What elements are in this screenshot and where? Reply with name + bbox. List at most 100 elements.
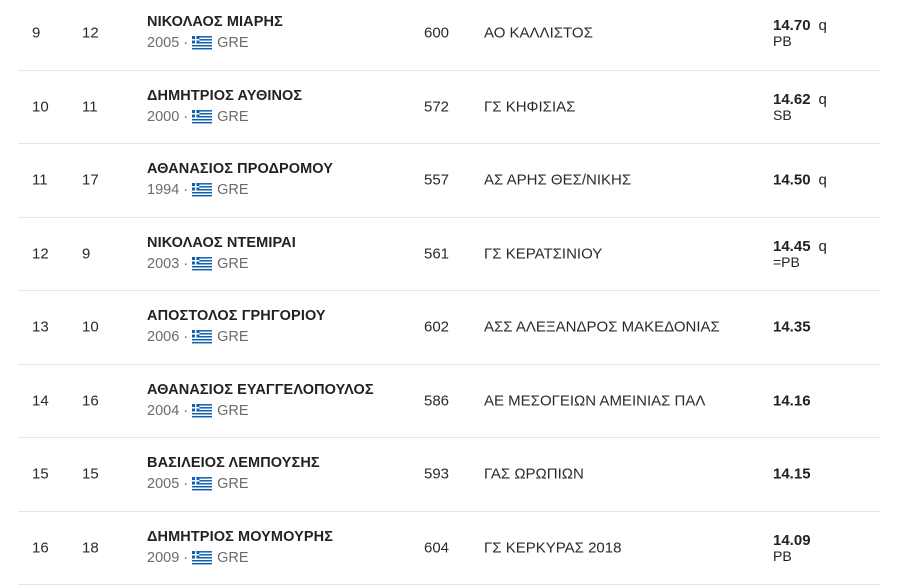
meta-separator: · <box>183 550 188 566</box>
place-cell: 11 <box>32 172 48 189</box>
birth-year: 1994 <box>147 182 179 198</box>
mark-value: 14.62 <box>773 91 811 108</box>
bib-cell: 572 <box>424 98 449 115</box>
mark-cell: 14.16 <box>773 392 819 409</box>
birth-year: 2003 <box>147 256 179 272</box>
lane-cell: 12 <box>82 25 99 42</box>
lane-cell: 10 <box>82 319 99 336</box>
mark-cell: 14.50 q <box>773 172 827 189</box>
birth-year: 2004 <box>147 403 179 419</box>
mark-cell: 14.09 PB <box>773 532 819 564</box>
mark-cell: 14.45 q =PB <box>773 238 827 270</box>
greece-flag-icon <box>192 404 212 418</box>
place-cell: 13 <box>32 319 49 336</box>
lane-cell: 16 <box>82 392 99 409</box>
lane-cell: 11 <box>82 98 98 115</box>
athlete-meta: 2009 · GRE <box>147 550 333 566</box>
bib-cell: 600 <box>424 25 449 42</box>
athlete-name[interactable]: ΑΘΑΝΑΣΙΟΣ ΕΥΑΓΓΕΛΟΠΟΥΛΟΣ <box>147 382 374 398</box>
country-code: GRE <box>217 35 248 51</box>
table-row[interactable]: 13 10 ΑΠΟΣΤΟΛΟΣ ΓΡΗΓΟΡΙΟΥ 2006 · GRE <box>18 291 880 365</box>
meta-separator: · <box>183 403 188 419</box>
mark-cell: 14.62 q SB <box>773 91 827 123</box>
greece-flag-icon <box>192 551 212 565</box>
athlete-name[interactable]: ΝΙΚΟΛΑΟΣ ΝΤΕΜΙΡΑΙ <box>147 235 296 251</box>
lane-cell: 15 <box>82 466 99 483</box>
mark-value: 14.15 <box>773 466 811 483</box>
table-row[interactable]: 16 18 ΔΗΜΗΤΡΙΟΣ ΜΟΥΜΟΥΡΗΣ 2009 · GRE <box>18 512 880 585</box>
athlete-name[interactable]: ΑΠΟΣΤΟΛΟΣ ΓΡΗΓΟΡΙΟΥ <box>147 308 326 324</box>
athlete-cell: ΔΗΜΗΤΡΙΟΣ ΑΥΘΙΝΟΣ 2000 · GRE <box>147 88 302 125</box>
mark-cell: 14.15 <box>773 466 819 483</box>
table-row[interactable]: 11 17 ΑΘΑΝΑΣΙΟΣ ΠΡΟΔΡΟΜΟΥ 1994 · GRE <box>18 144 880 218</box>
birth-year: 2005 <box>147 476 179 492</box>
mark-value: 14.35 <box>773 319 811 336</box>
athlete-meta: 2006 · GRE <box>147 329 326 345</box>
country-code: GRE <box>217 109 248 125</box>
club-cell: ΓΣ ΚΕΡΚΥΡΑΣ 2018 <box>484 539 621 556</box>
country-code: GRE <box>217 182 248 198</box>
birth-year: 2009 <box>147 550 179 566</box>
place-cell: 10 <box>32 98 49 115</box>
club-cell: ΑΟ ΚΑΛΛΙΣΤΟΣ <box>484 25 593 42</box>
greece-flag-icon <box>192 36 212 50</box>
athlete-meta: 2000 · GRE <box>147 109 302 125</box>
meta-separator: · <box>183 329 188 345</box>
greece-flag-icon <box>192 183 212 197</box>
athlete-meta: 2003 · GRE <box>147 256 296 272</box>
country-code: GRE <box>217 329 248 345</box>
bib-cell: 604 <box>424 539 449 556</box>
table-row[interactable]: 10 11 ΔΗΜΗΤΡΙΟΣ ΑΥΘΙΝΟΣ 2000 · GRE <box>18 71 880 145</box>
athlete-name[interactable]: ΝΙΚΟΛΑΟΣ ΜΙΑΡΗΣ <box>147 14 283 30</box>
meta-separator: · <box>183 35 188 51</box>
greece-flag-icon <box>192 477 212 491</box>
club-cell: ΑΕ ΜΕΣΟΓΕΙΩΝ ΑΜΕΙΝΙΑΣ ΠΑΛ <box>484 392 705 409</box>
place-cell: 16 <box>32 539 49 556</box>
club-cell: ΑΣΣ ΑΛΕΞΑΝΔΡΟΣ ΜΑΚΕΔΟΝΙΑΣ <box>484 319 720 336</box>
athlete-cell: ΔΗΜΗΤΡΙΟΣ ΜΟΥΜΟΥΡΗΣ 2009 · GRE <box>147 529 333 566</box>
results-table: 9 12 ΝΙΚΟΛΑΟΣ ΜΙΑΡΗΣ 2005 · GRE <box>18 0 880 585</box>
athlete-cell: ΑΘΑΝΑΣΙΟΣ ΕΥΑΓΓΕΛΟΠΟΥΛΟΣ 2004 · GRE <box>147 382 374 419</box>
athlete-name[interactable]: ΔΗΜΗΤΡΙΟΣ ΜΟΥΜΟΥΡΗΣ <box>147 529 333 545</box>
table-row[interactable]: 9 12 ΝΙΚΟΛΑΟΣ ΜΙΑΡΗΣ 2005 · GRE <box>18 0 880 71</box>
athlete-meta: 2004 · GRE <box>147 403 374 419</box>
table-row[interactable]: 15 15 ΒΑΣΙΛΕΙΟΣ ΛΕΜΠΟΥΣΗΣ 2005 · GRE <box>18 438 880 512</box>
record-note: SB <box>773 108 827 123</box>
athlete-cell: ΝΙΚΟΛΑΟΣ ΜΙΑΡΗΣ 2005 · GRE <box>147 14 283 51</box>
meta-separator: · <box>183 476 188 492</box>
mark-cell: 14.70 q PB <box>773 17 827 49</box>
country-code: GRE <box>217 476 248 492</box>
athlete-name[interactable]: ΔΗΜΗΤΡΙΟΣ ΑΥΘΙΝΟΣ <box>147 88 302 104</box>
record-note: =PB <box>773 255 827 270</box>
mark-value: 14.09 <box>773 532 811 549</box>
table-row[interactable]: 14 16 ΑΘΑΝΑΣΙΟΣ ΕΥΑΓΓΕΛΟΠΟΥΛΟΣ 2004 · GR… <box>18 365 880 439</box>
athlete-name[interactable]: ΒΑΣΙΛΕΙΟΣ ΛΕΜΠΟΥΣΗΣ <box>147 455 320 471</box>
qualification-flag: q <box>819 238 827 255</box>
birth-year: 2005 <box>147 35 179 51</box>
birth-year: 2000 <box>147 109 179 125</box>
mark-value: 14.16 <box>773 392 811 409</box>
place-cell: 14 <box>32 392 49 409</box>
club-cell: ΓΣ ΚΗΦΙΣΙΑΣ <box>484 98 575 115</box>
mark-cell: 14.35 <box>773 319 819 336</box>
club-cell: ΑΣ ΑΡΗΣ ΘΕΣ/ΝΙΚΗΣ <box>484 172 631 189</box>
table-row[interactable]: 12 9 ΝΙΚΟΛΑΟΣ ΝΤΕΜΙΡΑΙ 2003 · GRE <box>18 218 880 292</box>
country-code: GRE <box>217 550 248 566</box>
athlete-cell: ΝΙΚΟΛΑΟΣ ΝΤΕΜΙΡΑΙ 2003 · GRE <box>147 235 296 272</box>
mark-value: 14.70 <box>773 17 811 34</box>
mark-value: 14.50 <box>773 172 811 189</box>
bib-cell: 561 <box>424 245 449 262</box>
lane-cell: 18 <box>82 539 99 556</box>
meta-separator: · <box>183 182 188 198</box>
greece-flag-icon <box>192 330 212 344</box>
athlete-meta: 2005 · GRE <box>147 35 283 51</box>
bib-cell: 602 <box>424 319 449 336</box>
record-note: PB <box>773 549 819 564</box>
athlete-cell: ΑΘΑΝΑΣΙΟΣ ΠΡΟΔΡΟΜΟΥ 1994 · GRE <box>147 161 333 198</box>
athlete-name[interactable]: ΑΘΑΝΑΣΙΟΣ ΠΡΟΔΡΟΜΟΥ <box>147 161 333 177</box>
place-cell: 15 <box>32 466 49 483</box>
qualification-flag: q <box>819 91 827 108</box>
place-cell: 12 <box>32 245 49 262</box>
mark-value: 14.45 <box>773 238 811 255</box>
qualification-flag: q <box>819 172 827 189</box>
